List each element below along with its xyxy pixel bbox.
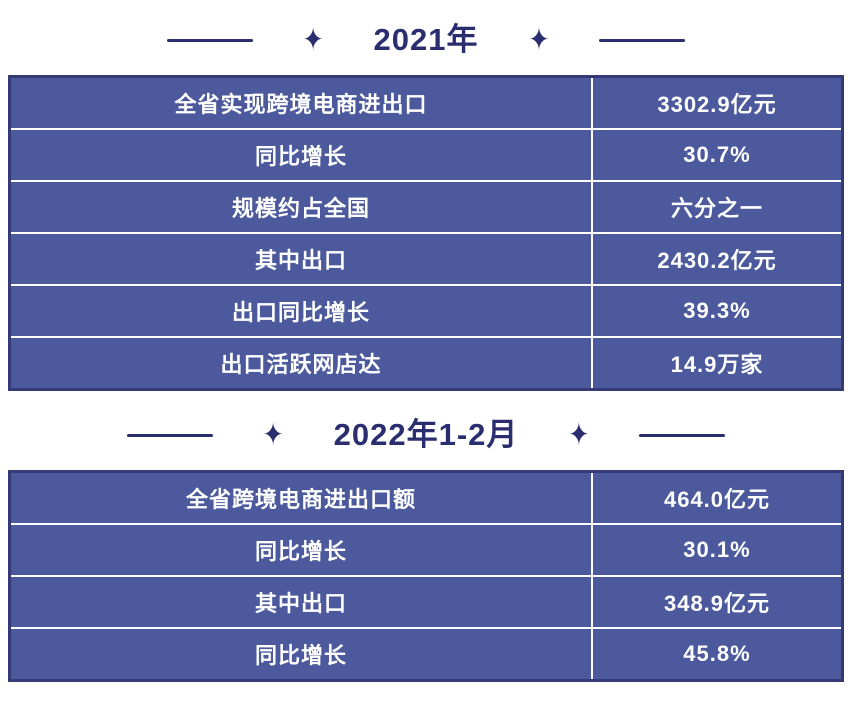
row-label: 同比增长 — [11, 130, 591, 180]
table-row: 出口活跃网店达 14.9万家 — [11, 338, 841, 388]
row-label: 出口活跃网店达 — [11, 338, 591, 388]
table-row: 同比增长 30.7% — [11, 130, 841, 180]
table-row: 出口同比增长 39.3% — [11, 286, 841, 336]
table-row: 其中出口 348.9亿元 — [11, 577, 841, 627]
row-value: 45.8% — [593, 629, 841, 679]
row-value: 39.3% — [593, 286, 841, 336]
row-label: 出口同比增长 — [11, 286, 591, 336]
row-label: 其中出口 — [11, 577, 591, 627]
row-label: 其中出口 — [11, 234, 591, 284]
four-pointed-star-icon: ✦ — [528, 21, 550, 57]
header-line-left — [166, 38, 253, 42]
row-label: 同比增长 — [11, 629, 591, 679]
section-header-2021: ✦ 2021年 ✦ — [0, 21, 852, 59]
stats-table-2021: 全省实现跨境电商进出口 3302.9亿元 同比增长 30.7% 规模约占全国 六… — [8, 75, 844, 391]
row-value: 30.1% — [593, 525, 841, 575]
row-label: 全省实现跨境电商进出口 — [11, 78, 591, 128]
row-label: 全省跨境电商进出口额 — [11, 473, 591, 523]
row-label: 同比增长 — [11, 525, 591, 575]
four-pointed-star-icon: ✦ — [262, 416, 284, 452]
row-value: 3302.9亿元 — [593, 78, 841, 128]
table-row: 规模约占全国 六分之一 — [11, 182, 841, 232]
header-line-right — [639, 433, 726, 437]
row-value: 14.9万家 — [593, 338, 841, 388]
section-title-2022: 2022年1-2月 — [333, 417, 519, 452]
row-value: 六分之一 — [593, 182, 841, 232]
table-row: 其中出口 2430.2亿元 — [11, 234, 841, 284]
stats-table-2022: 全省跨境电商进出口额 464.0亿元 同比增长 30.1% 其中出口 348.9… — [8, 470, 844, 682]
row-value: 348.9亿元 — [593, 577, 841, 627]
table-row: 全省实现跨境电商进出口 3302.9亿元 — [11, 78, 841, 128]
section-header-2022: ✦ 2022年1-2月 ✦ — [0, 416, 852, 454]
table-row: 同比增长 30.1% — [11, 525, 841, 575]
row-value: 464.0亿元 — [593, 473, 841, 523]
row-value: 2430.2亿元 — [593, 234, 841, 284]
header-line-right — [599, 38, 686, 42]
header-line-left — [126, 433, 213, 437]
table-row: 同比增长 45.8% — [11, 629, 841, 679]
row-label: 规模约占全国 — [11, 182, 591, 232]
table-row: 全省跨境电商进出口额 464.0亿元 — [11, 473, 841, 523]
section-title-2021: 2021年 — [373, 22, 479, 57]
four-pointed-star-icon: ✦ — [568, 416, 590, 452]
row-value: 30.7% — [593, 130, 841, 180]
four-pointed-star-icon: ✦ — [302, 21, 324, 57]
